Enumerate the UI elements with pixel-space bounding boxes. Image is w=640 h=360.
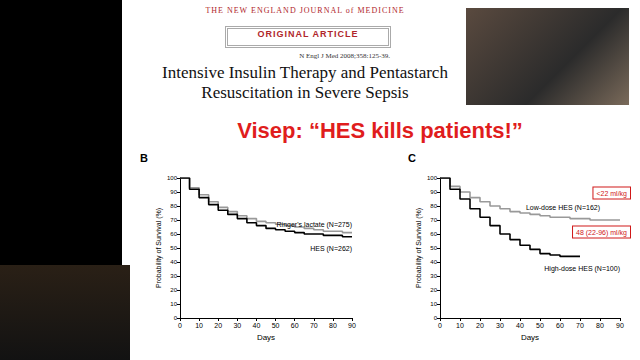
svg-text:10: 10 (170, 301, 177, 307)
svg-text:50: 50 (170, 245, 177, 251)
svg-text:40: 40 (516, 322, 524, 329)
svg-text:30: 30 (496, 322, 504, 329)
svg-text:90: 90 (170, 189, 177, 195)
svg-text:0: 0 (178, 322, 182, 329)
svg-text:40: 40 (253, 322, 261, 329)
svg-text:30: 30 (430, 273, 437, 279)
html-text:ORIGINAL ARTICLE: ORIGINAL ARTICLE (257, 29, 359, 39)
svg-text:60: 60 (291, 322, 299, 329)
html-text:N Engl J Med 2008;358:125-39.: N Engl J Med 2008;358:125-39. (299, 52, 390, 60)
svg-text:30: 30 (170, 273, 177, 279)
html-text:Visep: “HES kills patients!”: Visep: “HES kills patients!” (237, 118, 523, 143)
svg-text:20: 20 (170, 287, 177, 293)
svg-text:0: 0 (434, 315, 438, 321)
svg-text:60: 60 (430, 231, 437, 237)
svg-text:0: 0 (438, 322, 442, 329)
svg-text:60: 60 (170, 231, 177, 237)
svg-text:30: 30 (233, 322, 241, 329)
html-text:Intensive Insulin Therapy and: Intensive Insulin Therapy and Pentastarc… (162, 63, 448, 82)
svg-text:70: 70 (310, 322, 318, 329)
html-text:THE NEW ENGLAND JOURNAL of MED: THE NEW ENGLAND JOURNAL of MEDICINE (205, 6, 405, 15)
svg-text:20: 20 (476, 322, 484, 329)
svg-text:High-dose HES (N=100): High-dose HES (N=100) (544, 265, 620, 273)
svg-text:10: 10 (195, 322, 203, 329)
svg-text:C: C (408, 152, 416, 164)
svg-text:100: 100 (427, 175, 438, 181)
svg-text:48 (22-96) ml/kg: 48 (22-96) ml/kg (576, 229, 627, 237)
svg-text:Days: Days (257, 333, 275, 342)
svg-text:40: 40 (170, 259, 177, 265)
svg-text:50: 50 (430, 245, 437, 251)
svg-text:80: 80 (329, 322, 337, 329)
svg-text:60: 60 (556, 322, 564, 329)
svg-text:HES (N=262): HES (N=262) (310, 245, 352, 253)
svg-text:Days: Days (521, 333, 539, 342)
svg-text:80: 80 (170, 203, 177, 209)
svg-text:40: 40 (430, 259, 437, 265)
svg-text:10: 10 (430, 301, 437, 307)
html-text:Resuscitation in Severe Sepsis: Resuscitation in Severe Sepsis (201, 83, 409, 102)
svg-text:70: 70 (170, 217, 177, 223)
svg-text:B: B (140, 152, 148, 164)
svg-text:0: 0 (174, 315, 178, 321)
svg-text:90: 90 (616, 322, 624, 329)
svg-text:20: 20 (214, 322, 222, 329)
svg-text:70: 70 (576, 322, 584, 329)
svg-text:100: 100 (167, 175, 178, 181)
svg-text:90: 90 (348, 322, 356, 329)
svg-text:70: 70 (430, 217, 437, 223)
svg-text:Ringer's lactate (N=275): Ringer's lactate (N=275) (277, 221, 352, 229)
svg-text:<22 ml/kg: <22 ml/kg (596, 190, 627, 198)
svg-text:80: 80 (596, 322, 604, 329)
svg-text:50: 50 (272, 322, 280, 329)
svg-text:90: 90 (430, 189, 437, 195)
svg-text:Probability of Survival (%): Probability of Survival (%) (155, 208, 163, 288)
svg-text:10: 10 (456, 322, 464, 329)
svg-text:Probability of Survival (%): Probability of Survival (%) (415, 208, 423, 288)
svg-text:Low-dose HES (N=162): Low-dose HES (N=162) (526, 204, 600, 212)
svg-text:80: 80 (430, 203, 437, 209)
svg-text:20: 20 (430, 287, 437, 293)
svg-text:50: 50 (536, 322, 544, 329)
